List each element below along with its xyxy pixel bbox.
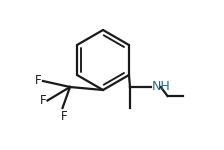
Text: F: F	[61, 110, 67, 123]
Text: F: F	[35, 75, 41, 87]
Text: F: F	[39, 94, 46, 107]
Text: NH: NH	[152, 81, 170, 93]
